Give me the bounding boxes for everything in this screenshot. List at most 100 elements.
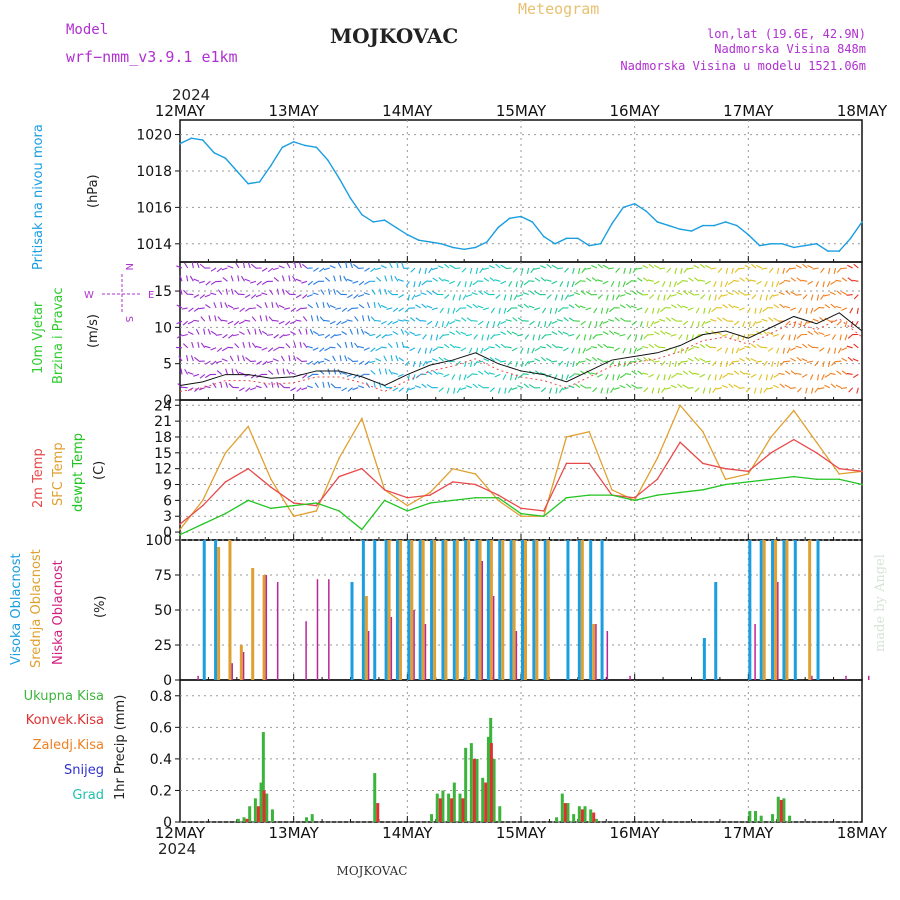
wind-barb xyxy=(208,315,211,322)
precip-bar xyxy=(461,798,465,822)
pressure-line-point xyxy=(713,224,716,227)
wind-barb xyxy=(602,264,609,269)
wind-barb xyxy=(779,280,785,285)
wind-barb xyxy=(758,374,763,381)
station-title: MOJKOVAC xyxy=(330,24,458,48)
wind-barb xyxy=(642,277,649,282)
wind-barb xyxy=(785,267,791,273)
wind-barb xyxy=(370,369,376,375)
wind-barb xyxy=(193,278,200,282)
wind-barb xyxy=(337,369,342,375)
wind-barb xyxy=(488,372,495,375)
wind-barb xyxy=(275,302,280,309)
wind-barb xyxy=(846,294,853,296)
wind-barb xyxy=(728,383,734,389)
wind-barb xyxy=(637,370,643,375)
wind-barb xyxy=(412,374,416,381)
wind-barb xyxy=(295,294,302,299)
wind-barb xyxy=(782,347,785,354)
precip-bar xyxy=(486,736,490,822)
wind-barb xyxy=(494,279,501,282)
wind-barb xyxy=(517,317,524,322)
wind-barb xyxy=(579,360,586,363)
compass-w: W xyxy=(84,290,94,301)
cloud-mid-label: Srednja Oblacnost xyxy=(29,549,44,668)
wind-barb xyxy=(839,334,842,341)
wind-barb xyxy=(204,345,211,349)
pressure-line-point xyxy=(474,246,477,249)
wind-barb xyxy=(187,387,194,392)
wind-barb xyxy=(320,289,325,295)
precip-bar xyxy=(236,818,240,822)
cloud-bar xyxy=(478,540,482,680)
wind-barb xyxy=(303,342,308,349)
cloud-bar xyxy=(239,645,243,680)
wind-barb xyxy=(853,263,859,269)
wind-barb xyxy=(443,373,450,378)
temp-2m-label: 2m Temp xyxy=(31,448,46,508)
wind-barb xyxy=(313,360,319,366)
temp-2m-line-point xyxy=(815,452,818,454)
sfc-temp-line-point xyxy=(292,515,295,518)
wind-barb xyxy=(212,382,217,389)
wind-barb xyxy=(506,307,513,313)
wind-barb xyxy=(409,347,416,352)
wind-barb xyxy=(183,289,189,295)
wind-barb xyxy=(227,265,234,269)
wind-barb xyxy=(481,334,484,341)
wind-barb xyxy=(528,384,535,389)
wind-barb xyxy=(381,334,387,339)
cloud-bar xyxy=(387,540,391,680)
wind-barb xyxy=(386,333,393,337)
pressure-line-point xyxy=(236,170,238,172)
temp-2m-line-point xyxy=(292,502,295,504)
wind-barb xyxy=(409,387,416,391)
temp-2m-line-point xyxy=(247,467,249,470)
wind-barb xyxy=(605,294,609,301)
wind-barb xyxy=(765,374,768,381)
wind-barb xyxy=(367,315,371,322)
wind-barb xyxy=(205,360,211,365)
wind-barb xyxy=(449,343,456,349)
cloud-bar xyxy=(509,540,513,680)
wind-barb xyxy=(837,347,842,354)
wind-barb xyxy=(228,334,234,339)
wind-barb xyxy=(314,382,319,388)
wind-barb xyxy=(707,374,712,381)
wind-barb xyxy=(814,360,819,367)
wind-barb xyxy=(238,371,245,375)
wind-barb xyxy=(605,374,609,381)
wind-barb xyxy=(596,357,603,362)
wind-barb xyxy=(508,281,513,287)
wind-barb xyxy=(323,319,330,322)
wind-barb xyxy=(235,262,240,269)
wind-barb xyxy=(272,319,279,322)
wind-barb xyxy=(329,346,336,349)
product-title: Meteogram xyxy=(518,0,599,18)
wind-barb xyxy=(818,331,825,336)
wind-barb xyxy=(505,267,512,270)
wind-barb xyxy=(328,288,331,295)
wind-barb xyxy=(347,357,353,362)
wind-barb xyxy=(400,328,405,335)
wind-barb xyxy=(353,294,359,299)
wind-barb xyxy=(581,267,586,274)
wind-barb xyxy=(301,263,308,269)
wind-barb xyxy=(596,373,603,378)
wind-barb xyxy=(292,275,297,282)
wind-barb xyxy=(555,387,558,394)
wind-barb xyxy=(211,360,217,366)
dewpoint-line-point xyxy=(383,499,386,502)
wind-barb xyxy=(373,301,376,308)
wind-barb xyxy=(836,267,842,273)
wind-barb xyxy=(682,370,689,375)
precip-snow-label: Snijeg xyxy=(64,763,104,778)
wind-barb xyxy=(407,294,410,301)
wind-barb xyxy=(337,262,342,269)
cloud-bar xyxy=(816,540,820,680)
wind-barb xyxy=(852,279,859,282)
wind-barb xyxy=(346,319,353,322)
wind-barb xyxy=(203,328,206,335)
y-tick-label: 0.6 xyxy=(150,720,172,736)
wind-barb xyxy=(191,341,194,348)
